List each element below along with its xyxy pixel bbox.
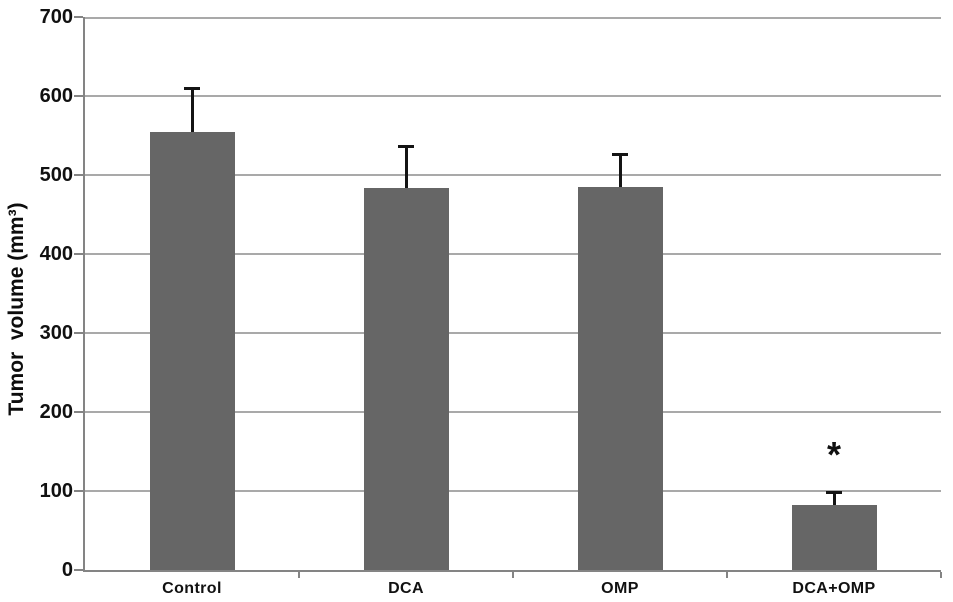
error-bar-cap-omp bbox=[612, 152, 628, 156]
y-tick-300 bbox=[74, 332, 83, 334]
plot-area: 0 100 200 300 400 500 600 700 Control DCA OMP DCA+O… bbox=[40, 6, 942, 597]
error-bar-stem-control bbox=[190, 88, 194, 132]
y-tick-400 bbox=[74, 253, 83, 255]
x-axis-label-dca: DCA bbox=[388, 580, 424, 597]
gridline-600 bbox=[85, 95, 941, 97]
y-axis-title: Tumor volume (mm³) bbox=[5, 202, 28, 416]
y-tick-label: 300 bbox=[39, 322, 73, 344]
x-axis-label-control: Control bbox=[162, 580, 222, 597]
gridline-300 bbox=[85, 332, 941, 334]
x-axis-line bbox=[83, 570, 941, 572]
y-tick-600 bbox=[74, 95, 83, 97]
bar-dca bbox=[363, 188, 449, 570]
x-tick-2 bbox=[512, 572, 514, 578]
bar-dca-omp bbox=[791, 505, 877, 570]
significance-asterisk: * bbox=[826, 433, 841, 475]
y-tick-0 bbox=[74, 569, 83, 571]
y-tick-label: 400 bbox=[39, 243, 73, 265]
y-tick-label: 600 bbox=[39, 85, 73, 107]
error-bar-stem-dca bbox=[404, 145, 408, 189]
gridline-100 bbox=[85, 490, 941, 492]
gridline-400 bbox=[85, 253, 941, 255]
error-bar-stem-omp bbox=[618, 153, 622, 187]
gridline-700 bbox=[85, 17, 941, 19]
y-tick-200 bbox=[74, 411, 83, 413]
y-tick-500 bbox=[74, 174, 83, 176]
x-axis-label-dca-omp: DCA+OMP bbox=[792, 580, 876, 597]
x-tick-1 bbox=[298, 572, 300, 578]
x-tick-4 bbox=[940, 572, 942, 578]
y-axis-line bbox=[83, 17, 85, 572]
y-tick-label: 0 bbox=[61, 559, 73, 581]
y-tick-label: 500 bbox=[39, 164, 73, 186]
error-bar-cap-dca bbox=[398, 144, 414, 148]
x-axis-label-omp: OMP bbox=[601, 580, 639, 597]
error-bar-cap-dca-omp bbox=[826, 490, 842, 494]
y-tick-label: 200 bbox=[39, 401, 73, 423]
bar-omp bbox=[577, 186, 663, 570]
y-tick-label: 100 bbox=[39, 480, 73, 502]
y-tick-label: 700 bbox=[39, 6, 73, 28]
bar-control bbox=[149, 131, 235, 570]
y-tick-700 bbox=[74, 16, 83, 18]
x-tick-3 bbox=[726, 572, 728, 578]
gridline-200 bbox=[85, 411, 941, 413]
error-bar-stem-dca-omp bbox=[832, 491, 836, 506]
error-bar-cap-control bbox=[184, 87, 200, 91]
gridline-500 bbox=[85, 174, 941, 176]
y-tick-100 bbox=[74, 490, 83, 492]
